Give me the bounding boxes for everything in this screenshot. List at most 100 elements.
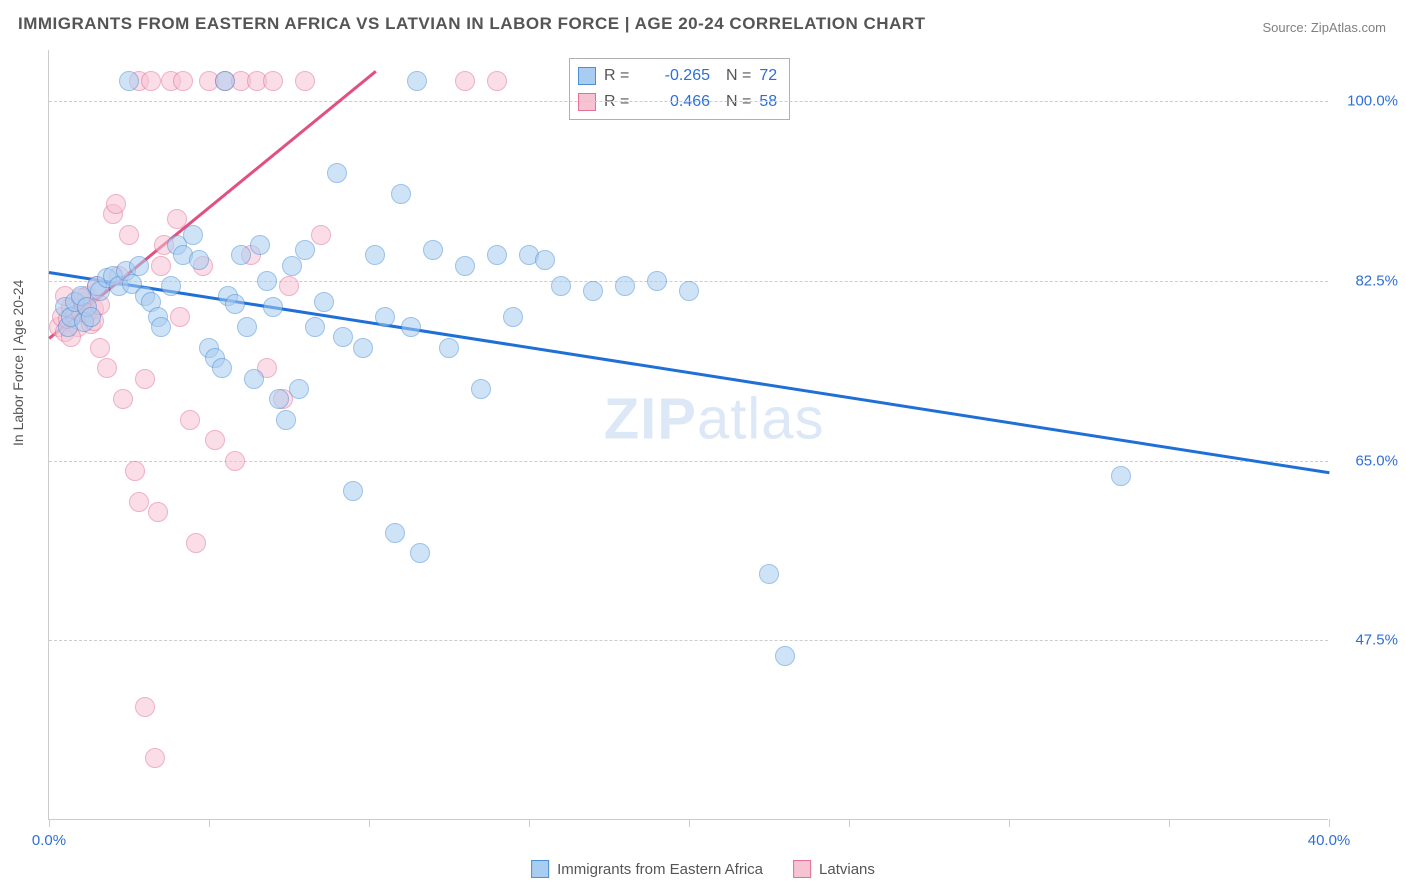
gridline-h: [49, 640, 1328, 641]
y-tick-label: 100.0%: [1338, 93, 1398, 110]
chart-title: IMMIGRANTS FROM EASTERN AFRICA VS LATVIA…: [18, 14, 926, 34]
data-point: [295, 240, 315, 260]
data-point: [151, 317, 171, 337]
data-point: [276, 410, 296, 430]
x-tick: [529, 819, 530, 827]
data-point: [119, 225, 139, 245]
watermark: ZIPatlas: [604, 386, 825, 453]
x-tick: [1329, 819, 1330, 827]
data-point: [135, 369, 155, 389]
data-point: [205, 430, 225, 450]
data-point: [186, 533, 206, 553]
data-point: [365, 245, 385, 265]
gridline-h: [49, 101, 1328, 102]
data-point: [305, 317, 325, 337]
data-point: [471, 379, 491, 399]
data-point: [141, 71, 161, 91]
data-point: [129, 256, 149, 276]
legend-n-label-0: N =: [726, 63, 751, 89]
legend-r-value-0: -0.265: [648, 63, 710, 89]
data-point: [551, 276, 571, 296]
data-point: [167, 209, 187, 229]
data-point: [410, 543, 430, 563]
y-axis-label: In Labor Force | Age 20-24: [10, 280, 26, 446]
data-point: [1111, 466, 1131, 486]
bottom-swatch-1: [793, 860, 811, 878]
data-point: [423, 240, 443, 260]
data-point: [148, 502, 168, 522]
data-point: [314, 292, 334, 312]
correlation-legend: R = -0.265 N = 72 R = 0.466 N = 58: [569, 58, 790, 120]
data-point: [583, 281, 603, 301]
data-point: [391, 184, 411, 204]
data-point: [212, 358, 232, 378]
watermark-bold: ZIP: [604, 387, 697, 452]
data-point: [225, 451, 245, 471]
data-point: [135, 697, 155, 717]
data-point: [231, 245, 251, 265]
data-point: [215, 71, 235, 91]
x-tick: [369, 819, 370, 827]
data-point: [237, 317, 257, 337]
data-point: [161, 276, 181, 296]
data-point: [263, 71, 283, 91]
bottom-legend: Immigrants from Eastern Africa Latvians: [531, 860, 875, 878]
data-point: [647, 271, 667, 291]
data-point: [180, 410, 200, 430]
bottom-legend-item-1: Latvians: [793, 860, 875, 878]
y-tick-label: 65.0%: [1338, 452, 1398, 469]
data-point: [250, 235, 270, 255]
data-point: [327, 163, 347, 183]
data-point: [151, 256, 171, 276]
data-point: [225, 294, 245, 314]
data-point: [106, 194, 126, 214]
data-point: [775, 646, 795, 666]
x-tick: [689, 819, 690, 827]
data-point: [333, 327, 353, 347]
y-tick-label: 47.5%: [1338, 632, 1398, 649]
data-point: [183, 225, 203, 245]
x-tick: [49, 819, 50, 827]
data-point: [375, 307, 395, 327]
data-point: [263, 297, 283, 317]
bottom-swatch-0: [531, 860, 549, 878]
data-point: [269, 389, 289, 409]
data-point: [311, 225, 331, 245]
data-point: [81, 307, 101, 327]
bottom-label-1: Latvians: [819, 861, 875, 878]
data-point: [145, 748, 165, 768]
x-tick: [209, 819, 210, 827]
data-point: [535, 250, 555, 270]
data-point: [129, 492, 149, 512]
legend-swatch-0: [578, 67, 596, 85]
data-point: [289, 379, 309, 399]
data-point: [343, 481, 363, 501]
data-point: [90, 338, 110, 358]
data-point: [119, 71, 139, 91]
data-point: [189, 250, 209, 270]
legend-r-label-0: R =: [604, 63, 640, 89]
legend-n-value-0: 72: [759, 63, 777, 89]
x-tick: [1009, 819, 1010, 827]
x-tick-label: 40.0%: [1308, 832, 1351, 849]
data-point: [455, 71, 475, 91]
chart-container: IMMIGRANTS FROM EASTERN AFRICA VS LATVIA…: [0, 0, 1406, 892]
data-point: [97, 358, 117, 378]
data-point: [113, 389, 133, 409]
x-tick-label: 0.0%: [32, 832, 66, 849]
data-point: [125, 461, 145, 481]
data-point: [487, 245, 507, 265]
source-label: Source: ZipAtlas.com: [1262, 20, 1386, 35]
watermark-rest: atlas: [697, 387, 825, 452]
data-point: [279, 276, 299, 296]
data-point: [407, 71, 427, 91]
data-point: [295, 71, 315, 91]
data-point: [353, 338, 373, 358]
data-point: [503, 307, 523, 327]
data-point: [401, 317, 421, 337]
data-point: [170, 307, 190, 327]
data-point: [439, 338, 459, 358]
data-point: [759, 564, 779, 584]
data-point: [257, 271, 277, 291]
plot-area: ZIPatlas R = -0.265 N = 72 R = 0.466 N =…: [48, 50, 1328, 820]
